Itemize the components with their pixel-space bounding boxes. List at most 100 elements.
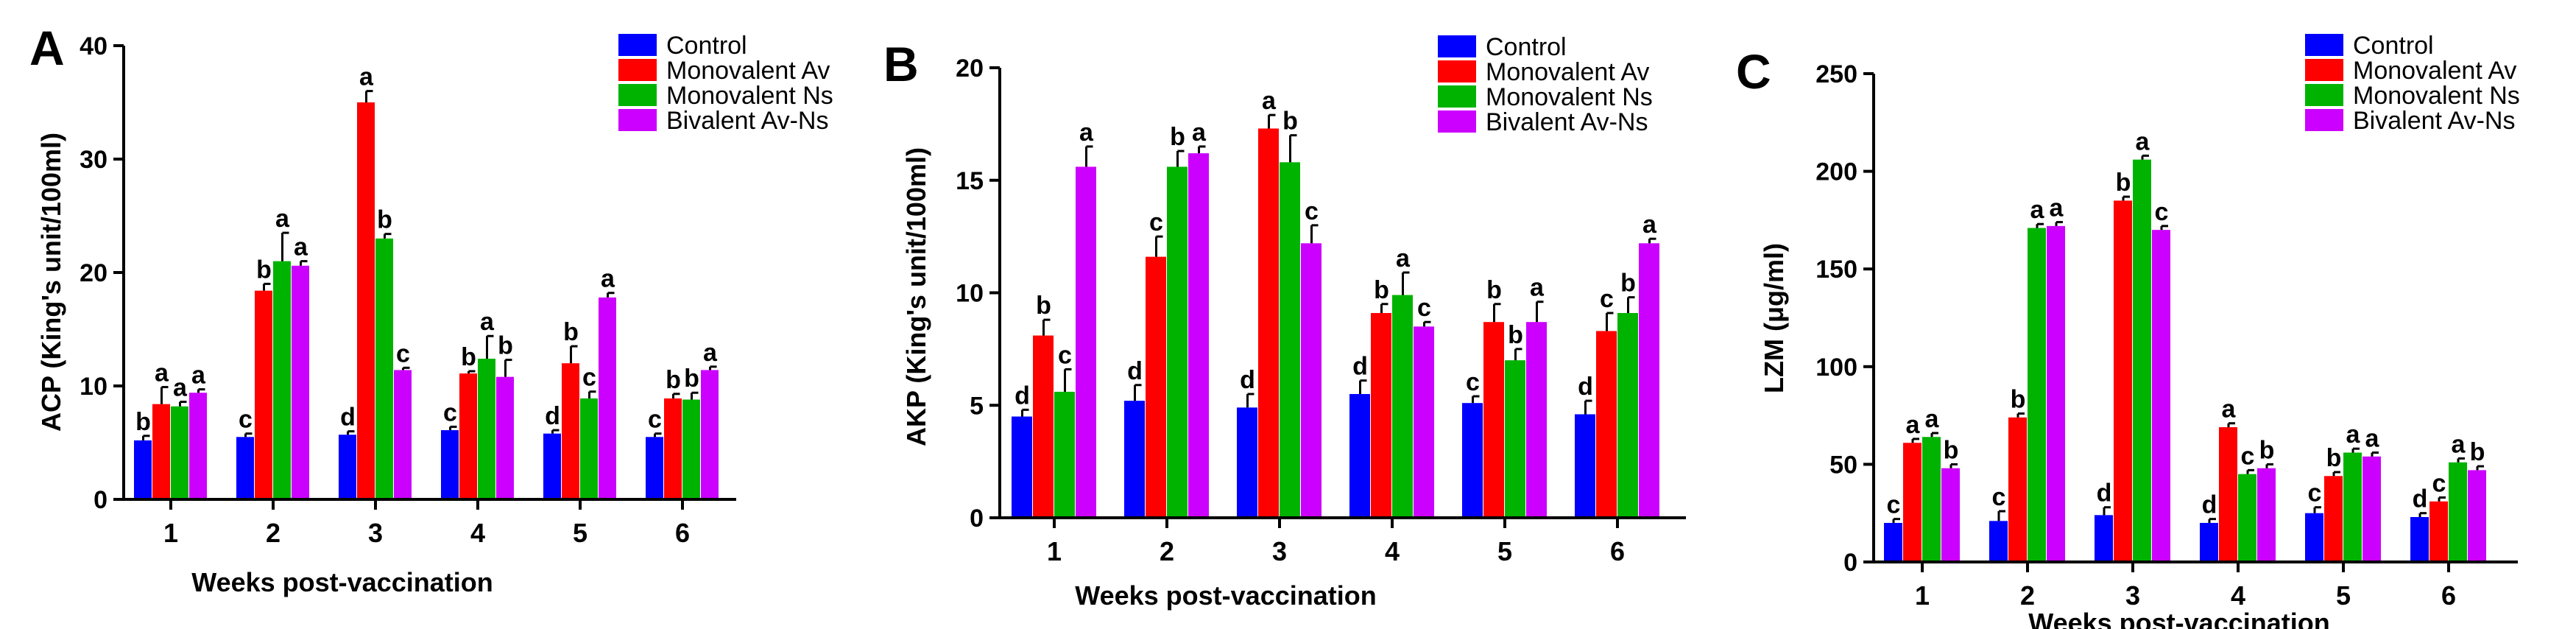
bar-bivalent-av-ns-week-6: [1639, 243, 1659, 518]
significance-letter: c: [1058, 341, 1072, 369]
y-tick-label: 250: [1815, 60, 1857, 88]
significance-letter: a: [2222, 396, 2237, 424]
y-tick-label: 15: [956, 167, 984, 195]
significance-letter: b: [1508, 321, 1523, 349]
significance-letter: b: [666, 366, 681, 394]
legend: Control Monovalent Av Monovalent Ns Biva…: [1438, 33, 1653, 136]
x-axis-label: Weeks post-vaccination: [2028, 608, 2329, 629]
legend-label-monovalent-ns: Monovalent Ns: [666, 82, 833, 110]
significance-letter: a: [155, 359, 169, 387]
bar-monovalent-ns-week-1: [1922, 437, 1941, 562]
significance-letter: a: [359, 63, 374, 91]
significance-letter: a: [1079, 119, 1094, 147]
bar-monovalent-ns-week-1: [1054, 391, 1075, 518]
axes: [1872, 74, 2518, 563]
bar-monovalent-av-week-5: [2324, 476, 2343, 562]
significance-letter: b: [563, 318, 579, 346]
significance-letter: b: [135, 408, 151, 436]
significance-letter: a: [294, 233, 308, 261]
y-tick-label: 10: [956, 280, 984, 308]
legend-label-control: Control: [666, 32, 747, 60]
bar-monovalent-ns-week-5: [1505, 360, 1525, 518]
bar-monovalent-av-week-5: [562, 363, 579, 499]
significance-letter: b: [2116, 169, 2131, 197]
panel-letter-b: B: [883, 37, 919, 91]
bar-monovalent-av-week-4: [1371, 312, 1391, 518]
significance-letter: b: [684, 365, 699, 393]
significance-letter: a: [1396, 245, 1411, 273]
significance-letter: c: [1305, 197, 1319, 225]
x-tick-label: 5: [573, 518, 587, 548]
x-tick-label: 6: [675, 518, 690, 548]
legend-label-monovalent-av: Monovalent Av: [666, 57, 830, 85]
bar-bivalent-av-ns-week-6: [2468, 470, 2486, 562]
bar-control-week-3: [339, 435, 356, 499]
y-tick-label: 50: [1829, 451, 1857, 479]
bar-bivalent-av-ns-week-5: [599, 297, 616, 499]
significance-letter: d: [1578, 373, 1593, 401]
legend: Control Monovalent Av Monovalent Ns Biva…: [618, 32, 833, 135]
legend-swatch-monovalent-ns: [2305, 84, 2343, 106]
legend-label-bivalent-av-ns: Bivalent Av-Ns: [666, 107, 828, 135]
significance-letter: b: [256, 256, 272, 284]
bar-monovalent-av-week-1: [1033, 335, 1054, 518]
significance-letter: b: [1944, 436, 1959, 464]
x-tick-label: 2: [2020, 580, 2035, 611]
y-ticks: 0 10 20 30 40: [80, 32, 124, 514]
significance-letter: a: [2136, 127, 2150, 155]
significance-letter: a: [2030, 196, 2045, 224]
significance-letter: d: [1352, 353, 1368, 381]
significance-letter: c: [2308, 479, 2322, 507]
legend-swatch-control: [618, 34, 657, 56]
significance-letter: a: [1906, 411, 1921, 439]
x-tick-label: 1: [1047, 536, 1062, 566]
significance-letter: c: [239, 406, 253, 434]
bar-control-week-5: [543, 433, 561, 499]
y-tick-label: 30: [80, 146, 107, 174]
significance-letter: b: [1374, 276, 1389, 304]
legend-swatch-monovalent-av: [618, 59, 657, 81]
significance-letter: c: [1992, 483, 2006, 511]
significance-letter: a: [601, 265, 615, 293]
x-tick-label: 6: [2441, 580, 2456, 611]
bar-control-week-6: [2410, 517, 2429, 562]
bar-bivalent-av-ns-week-2: [1188, 153, 1209, 518]
bar-control-week-3: [1237, 407, 1257, 518]
bar-monovalent-ns-week-4: [1392, 295, 1413, 518]
significance-letter: a: [275, 205, 290, 233]
bar-control-week-5: [1462, 403, 1483, 518]
significance-letter: b: [498, 332, 513, 360]
x-tick-label: 4: [1385, 536, 1400, 566]
x-axis-label: Weeks post-vaccination: [191, 567, 493, 597]
y-tick-label: 20: [80, 259, 107, 287]
x-tick-label: 5: [1497, 536, 1512, 566]
bar-bivalent-av-ns-week-3: [394, 370, 412, 499]
x-tick-label: 1: [163, 518, 178, 548]
bar-control-week-2: [1989, 521, 2008, 562]
y-axis-label: AKP (King's unit/100ml): [901, 147, 931, 446]
bar-control-week-2: [236, 437, 254, 499]
panel-b: B AKP (King's unit/100ml) Weeks post-vac…: [883, 33, 1686, 611]
significance-letter: c: [582, 364, 596, 392]
bar-bivalent-av-ns-week-1: [1941, 468, 1960, 562]
legend: Control Monovalent Av Monovalent Ns Biva…: [2305, 32, 2520, 135]
y-tick-label: 0: [93, 486, 107, 514]
bar-monovalent-av-week-3: [2114, 200, 2132, 562]
bar-monovalent-ns-week-6: [1617, 312, 1638, 518]
significance-letter: b: [2470, 438, 2485, 466]
significance-letter: c: [396, 340, 410, 368]
bar-monovalent-ns-week-4: [2238, 474, 2256, 562]
significance-letter: a: [1262, 87, 1277, 115]
bar-control-week-4: [2200, 522, 2218, 562]
bar-control-week-3: [2095, 515, 2113, 562]
bar-monovalent-av-week-5: [1483, 322, 1504, 518]
significance-letter: d: [2097, 479, 2112, 507]
y-tick-label: 0: [970, 505, 984, 533]
significance-letter: b: [377, 206, 392, 234]
significance-letter: a: [1925, 405, 1940, 433]
bar-monovalent-ns-week-3: [1280, 162, 1300, 518]
bar-bivalent-av-ns-week-3: [2152, 230, 2170, 562]
legend-swatch-bivalent-av-ns: [1438, 110, 1476, 133]
